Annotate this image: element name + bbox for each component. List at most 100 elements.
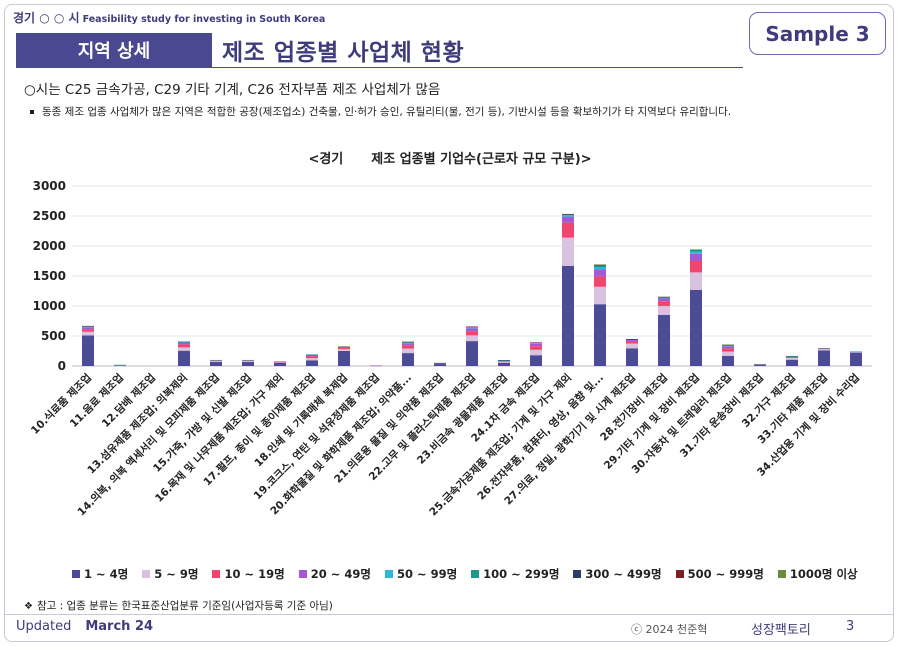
bar-segment <box>690 253 702 261</box>
y-tick-label: 500 <box>41 329 66 343</box>
bar-segment <box>306 360 318 366</box>
bar-segment <box>818 350 830 366</box>
bar-segment <box>722 346 734 349</box>
bar-segment <box>690 249 702 250</box>
bullet-text: 동종 제조 업종 사업체가 많은 지역은 적합한 공장(제조업소) 건축물, 인… <box>42 106 732 118</box>
bar-segment <box>82 331 94 336</box>
y-tick-label: 0 <box>58 359 66 373</box>
bar-segment <box>594 264 606 265</box>
bar-segment <box>562 265 574 366</box>
bar-segment <box>498 361 510 363</box>
footnote: ❖ 참고 : 업종 분류는 한국표준산업분류 기준임(사업자등록 기준 아님) <box>24 598 333 613</box>
bar-segment <box>786 359 798 366</box>
bar-segment <box>242 359 254 361</box>
footer-brand: 성장팩토리 <box>751 623 811 638</box>
chart-title: <경기 제조 업종별 기업수(근로자 규모 구분)> <box>0 148 900 167</box>
section-tag: 지역 상세 <box>16 33 212 67</box>
page-number: 3 <box>846 619 855 634</box>
bar-segment <box>114 364 126 366</box>
bar-segment <box>626 341 638 344</box>
bar-segment <box>402 342 414 344</box>
legend-label: 300 ~ 499명 <box>585 567 662 581</box>
bar-segment <box>338 351 350 366</box>
bar-segment <box>722 348 734 352</box>
bar-segment <box>594 267 606 270</box>
x-tick-label: 32.가구 제조업 <box>739 371 798 430</box>
y-tick-label: 2500 <box>33 209 66 223</box>
bar-segment <box>658 315 670 366</box>
bar-segment <box>402 348 414 354</box>
bar-segment <box>466 328 478 332</box>
bar-segment <box>178 342 190 343</box>
bar-segment <box>242 360 254 362</box>
bar-segment <box>786 356 798 357</box>
bar-segment <box>754 364 766 366</box>
legend-swatch <box>675 570 684 578</box>
bar-segment <box>562 237 574 266</box>
updated-label: Updated <box>16 619 72 634</box>
legend-label: 1 ~ 4명 <box>84 567 129 581</box>
bar-segment <box>594 276 606 287</box>
bar-segment <box>466 341 478 366</box>
title-divider <box>16 67 743 68</box>
legend-swatch <box>777 570 786 578</box>
bar-segment <box>338 348 350 350</box>
bar-segment <box>82 326 94 328</box>
bar-segment <box>242 361 254 366</box>
x-tick-label: 12.담배 제조업 <box>99 371 158 430</box>
legend-item: 10 ~ 19명 <box>212 566 285 582</box>
legend-item: 5 ~ 9명 <box>142 566 198 582</box>
bar-segment <box>402 343 414 346</box>
legend-label: 50 ~ 99명 <box>396 567 458 581</box>
bar-segment <box>562 215 574 217</box>
bar-segment <box>658 297 670 299</box>
bar-segment <box>562 216 574 223</box>
bar-segment <box>818 348 830 350</box>
bar-segment <box>274 362 286 363</box>
legend-label: 10 ~ 19명 <box>224 567 285 581</box>
bar-segment <box>786 357 798 358</box>
brand-main: 경기 ○ ○ 시 <box>13 11 80 25</box>
bar-segment <box>530 343 542 344</box>
bar-segment <box>722 345 734 347</box>
bar-segment <box>466 331 478 336</box>
legend-item: 50 ~ 99명 <box>384 566 458 582</box>
bar-segment <box>530 349 542 356</box>
headline: ○시는 C25 금속가공, C29 기타 기계, C26 전자부품 제조 사업체… <box>24 82 441 98</box>
legend-label: 20 ~ 49명 <box>310 567 371 581</box>
x-tick-label: 11.음료 제조업 <box>67 371 126 430</box>
bar-segment <box>178 342 190 345</box>
brand-header: 경기 ○ ○ 시 Feasibility study for investing … <box>13 9 325 26</box>
bar-segment <box>530 346 542 350</box>
bar-segment <box>338 347 350 348</box>
bar-segment <box>402 341 414 343</box>
bar-segment <box>722 355 734 366</box>
bar-segment <box>274 361 286 362</box>
bar-segment <box>274 362 286 366</box>
updated-info: Updated March 24 <box>16 619 153 634</box>
bar-segment <box>306 358 318 361</box>
bar-segment <box>434 363 446 366</box>
bar-segment <box>658 301 670 306</box>
bar-segment <box>594 269 606 277</box>
bar-segment <box>82 327 94 330</box>
bar-segment <box>626 343 638 349</box>
slide-frame <box>4 4 894 642</box>
bar-segment <box>690 261 702 273</box>
bar-segment <box>658 296 670 298</box>
bar-segment <box>338 349 350 351</box>
bar-segment <box>210 360 222 362</box>
y-tick-label: 1500 <box>33 269 66 283</box>
legend-item: 500 ~ 999명 <box>675 566 764 582</box>
bar-segment <box>466 327 478 329</box>
bar-segment <box>722 344 734 346</box>
y-tick-label: 2000 <box>33 239 66 253</box>
sample-badge: Sample 3 <box>749 12 886 55</box>
bar-segment <box>562 222 574 238</box>
bar-segment <box>306 354 318 356</box>
bar-segment <box>850 351 862 353</box>
bar-segment <box>530 355 542 366</box>
bar-segment <box>466 326 478 328</box>
bar-segment <box>850 352 862 353</box>
